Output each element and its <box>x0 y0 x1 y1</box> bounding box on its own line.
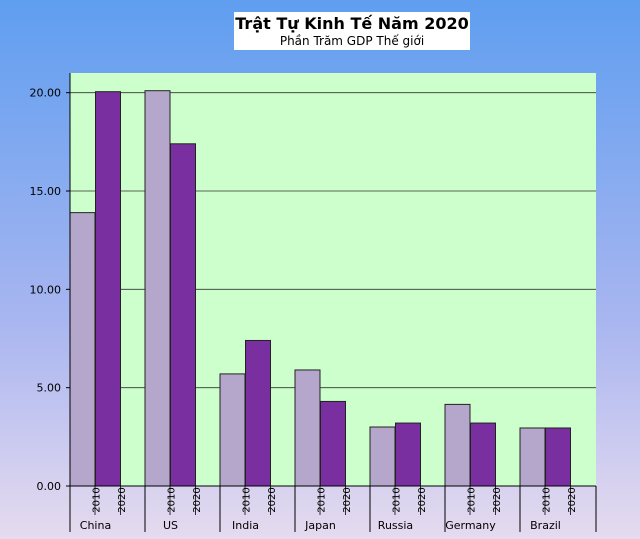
x-category-label: Japan <box>304 519 336 532</box>
x-sub-label: 2010 <box>167 487 178 512</box>
x-category-label: US <box>163 519 178 532</box>
bar-russia-2010 <box>369 426 396 487</box>
x-category-label: India <box>232 519 259 532</box>
x-sub-label: 2010 <box>392 487 403 512</box>
bar-japan-2020 <box>320 400 346 487</box>
x-sub-label: 2020 <box>267 487 278 512</box>
x-sub-label: 2020 <box>192 487 203 512</box>
x-category-label: China <box>80 519 111 532</box>
title-box: Trật Tự Kinh Tế Năm 2020 Phần Trăm GDP T… <box>234 12 470 50</box>
bar-china-2010 <box>69 212 96 487</box>
x-sub-label: 2010 <box>92 487 103 512</box>
bar-russia-2020 <box>395 422 421 487</box>
y-tick-label: 20.00 <box>30 87 62 100</box>
x-category-label: Germany <box>445 519 496 532</box>
bar-brazil-2020 <box>545 427 571 487</box>
bar-brazil-2010 <box>519 427 546 487</box>
x-sub-label: 2010 <box>542 487 553 512</box>
x-category-label: Russia <box>378 519 413 532</box>
x-sub-label: 2020 <box>492 487 503 512</box>
x-sub-label: 2020 <box>342 487 353 512</box>
y-tick-label: 0.00 <box>37 480 62 493</box>
y-tick-label: 5.00 <box>37 382 62 395</box>
x-sub-label: 2020 <box>567 487 578 512</box>
bar-china-2020 <box>95 91 121 487</box>
chart-subtitle: Phần Trăm GDP Thế giới <box>279 34 425 48</box>
x-sub-label: 2010 <box>467 487 478 512</box>
bar-us-2020 <box>170 143 196 487</box>
bar-india-2020 <box>245 339 271 487</box>
bar-japan-2010 <box>294 369 321 487</box>
x-sub-label: 2020 <box>117 487 128 512</box>
bar-germany-2020 <box>470 422 496 487</box>
x-sub-label: 2010 <box>242 487 253 512</box>
x-sub-label: 2020 <box>417 487 428 512</box>
bar-india-2010 <box>219 373 246 487</box>
chart-title: Trật Tự Kinh Tế Năm 2020 <box>235 14 469 33</box>
y-tick-label: 10.00 <box>30 283 62 296</box>
x-category-label: Brazil <box>530 519 561 532</box>
bar-us-2010 <box>144 90 171 487</box>
bar-germany-2010 <box>444 403 471 487</box>
y-tick-label: 15.00 <box>30 185 62 198</box>
x-sub-label: 2010 <box>317 487 328 512</box>
